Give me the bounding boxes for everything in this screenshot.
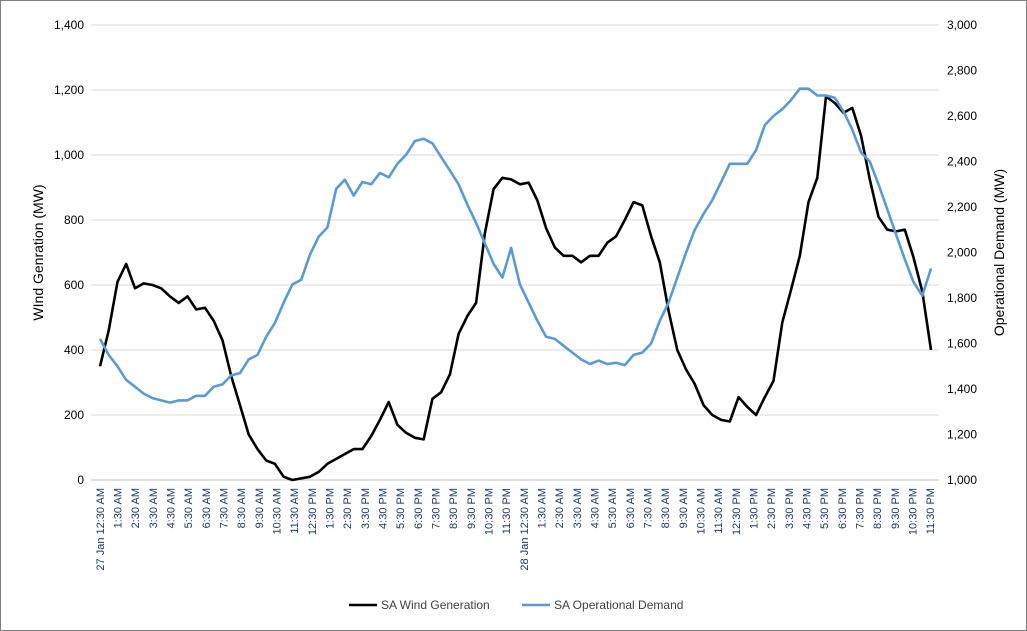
left-tick-label: 200 [64,408,84,422]
right-tick-label: 2,400 [947,155,977,169]
x-tick-label: 1:30 PM [325,488,337,529]
x-tick-label: 9:30 PM [466,488,478,529]
x-tick-label: 7:30 AM [219,488,231,528]
series-line-wind [98,95,933,482]
left-tick-label: 1,200 [54,83,84,97]
left-tick-label: 0 [77,473,84,487]
right-tick-label: 1,800 [947,291,977,305]
series-line-demand [98,87,933,404]
right-tick-label: 1,400 [947,382,977,396]
x-tick-label: 3:30 PM [784,488,796,529]
x-tick-label: 6:30 AM [625,488,637,528]
left-tick-label: 1,400 [54,18,84,32]
x-tick-label: 10:30 AM [272,488,284,534]
x-tick-label: 8:30 AM [660,488,672,528]
x-tick-label: 10:30 PM [908,488,920,535]
x-tick-label: 2:30 PM [342,488,354,529]
x-tick-label: 5:30 PM [395,488,407,529]
x-tick-label: 6:30 PM [837,488,849,529]
x-tick-label: 2:30 PM [766,488,778,529]
left-tick-label: 800 [64,213,84,227]
x-tick-label: 7:30 PM [431,488,443,529]
x-tick-label: 27 Jan 12:30 AM [95,488,107,571]
x-tick-label: 4:30 PM [378,488,390,529]
left-tick-label: 600 [64,278,84,292]
right-tick-label: 3,000 [947,18,977,32]
x-tick-label: 6:30 AM [201,488,213,528]
x-tick-label: 10:30 PM [484,488,496,535]
x-tick-label: 6:30 PM [413,488,425,529]
x-tick-label: 11:30 AM [713,488,725,534]
x-tick-label: 1:30 PM [749,488,761,529]
x-tick-label: 8:30 PM [448,488,460,529]
series-lines [98,87,933,482]
x-tick-label: 3:30 AM [572,488,584,528]
x-tick-label: 1:30 AM [113,488,125,528]
right-tick-label: 1,000 [947,473,977,487]
right-tick-label: 1,200 [947,428,977,442]
x-tick-label: 5:30 PM [819,488,831,529]
x-tick-label: 28 Jan 12:30 AM [519,488,531,571]
x-tick-label: 5:30 AM [607,488,619,528]
x-tick-label: 1:30 AM [537,488,549,528]
x-tick-label: 2:30 AM [554,488,566,528]
x-tick-label: 2:30 AM [130,488,142,528]
x-tick-label: 9:30 AM [254,488,266,528]
x-tick-label: 9:30 AM [678,488,690,528]
x-tick-label: 4:30 PM [802,488,814,529]
legend: SA Wind Generation SA Operational Demand [349,598,683,612]
x-tick-label: 4:30 AM [590,488,602,528]
x-tick-label: 3:30 AM [148,488,160,528]
left-tick-label: 400 [64,343,84,357]
x-tick-label: 11:30 AM [289,488,301,534]
x-tick-label: 4:30 AM [166,488,178,528]
legend-label-wind: SA Wind Generation [381,598,490,612]
x-tick-label: 12:30 PM [307,488,319,535]
right-tick-label: 1,600 [947,337,977,351]
x-tick-label: 8:30 AM [236,488,248,528]
gridlines [91,24,939,416]
x-tick-label: 11:30 PM [925,488,937,534]
right-tick-label: 2,800 [947,64,977,78]
x-tick-label: 8:30 PM [872,488,884,529]
x-tick-label: 3:30 PM [360,488,372,529]
legend-label-demand: SA Operational Demand [554,598,683,612]
x-tick-label: 12:30 PM [731,488,743,535]
right-axis-tick-labels: 1,000 1,200 1,400 1,600 1,800 2,000 2,200 2,400… [947,18,977,487]
x-tick-label: 5:30 AM [183,488,195,528]
right-axis-title: Operational Demand (MW) [991,169,1007,336]
left-tick-label: 1,000 [54,148,84,162]
right-tick-label: 2,600 [947,109,977,123]
right-tick-label: 2,200 [947,200,977,214]
left-axis-tick-labels: 0 200 400 600 800 1,000 1,200 1,400 [54,18,84,487]
left-axis-title: WInd Genration (MW) [30,184,46,320]
x-tick-label: 7:30 AM [643,488,655,528]
x-tick-label: 7:30 PM [855,488,867,529]
x-axis-tick-labels: 27 Jan 12:30 AM 1:30 AM 2:30 AM 3:30 AM 4:30… [95,488,937,571]
x-tick-label: 11:30 PM [501,488,513,534]
right-tick-label: 2,000 [947,246,977,260]
x-tick-label: 10:30 AM [696,488,708,534]
x-tick-label: 9:30 PM [890,488,902,529]
